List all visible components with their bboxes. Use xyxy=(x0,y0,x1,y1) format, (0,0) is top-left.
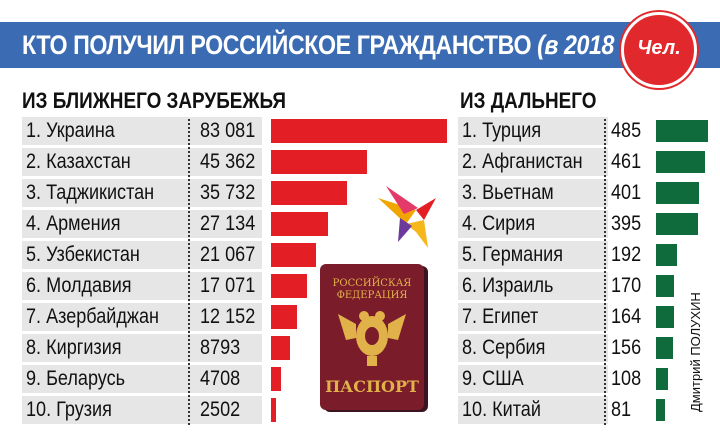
table-row xyxy=(458,303,608,331)
value-label: 12 152 xyxy=(200,305,256,328)
table-row xyxy=(22,210,262,238)
value-label: 45 362 xyxy=(200,150,256,173)
bar xyxy=(271,274,308,298)
country-label: 1. Турция xyxy=(462,119,542,142)
bar xyxy=(656,337,673,359)
table-row xyxy=(458,210,608,238)
value-label: 4708 xyxy=(200,367,241,390)
country-label: 4. Армения xyxy=(26,212,121,235)
table-row xyxy=(458,241,608,269)
bar xyxy=(656,213,699,235)
country-label: 10. Грузия xyxy=(26,398,112,421)
passport-label: ПАСПОРТ xyxy=(325,377,419,396)
value-label: 21 067 xyxy=(200,243,256,266)
value-label: 156 xyxy=(611,336,642,359)
bar xyxy=(271,181,347,205)
passport-line2: ФЕДЕРАЦИЯ xyxy=(337,290,408,301)
page-title: КТО ПОЛУЧИЛ РОССИЙСКОЕ ГРАЖДАНСТВО (в 20… xyxy=(22,30,645,61)
bar xyxy=(656,275,675,297)
country-label: 3. Вьетнам xyxy=(462,181,554,204)
table-row xyxy=(458,365,608,393)
table-row xyxy=(458,272,608,300)
bar xyxy=(656,368,668,390)
passport-line1: РОССИЙСКАЯ xyxy=(333,277,412,289)
country-label: 8. Киргизия xyxy=(26,336,122,359)
table-row xyxy=(458,148,608,176)
country-label: 2. Афганистан xyxy=(462,150,583,173)
country-label: 7. Азербайджан xyxy=(26,305,159,328)
value-label: 164 xyxy=(611,305,642,328)
bird-logo-icon xyxy=(378,186,436,248)
table-row xyxy=(22,179,262,207)
passport-illustration: РОССИЙСКАЯ ФЕДЕРАЦИЯ ПАСПОРТ xyxy=(320,264,428,412)
value-label: 401 xyxy=(611,181,642,204)
value-label: 81 xyxy=(611,398,632,421)
badge-label: Чел. xyxy=(637,37,681,59)
table-row xyxy=(22,117,262,145)
bar xyxy=(271,336,290,360)
table-row xyxy=(22,303,262,331)
bar xyxy=(656,120,708,142)
country-label: 8. Сербия xyxy=(462,336,546,359)
value-label: 83 081 xyxy=(200,119,256,142)
bar xyxy=(656,182,699,204)
table-row xyxy=(22,272,262,300)
value-label: 485 xyxy=(611,119,642,142)
table-row xyxy=(458,396,608,424)
bar xyxy=(656,244,677,266)
far-abroad-title: ИЗ ДАЛЬНЕГО xyxy=(460,88,597,113)
near-abroad-title: ИЗ БЛИЖНЕГО ЗАРУБЕЖЬЯ xyxy=(22,88,286,113)
unit-badge: Чел. xyxy=(621,12,697,88)
table-row xyxy=(22,365,262,393)
country-label: 5. Германия xyxy=(462,243,564,266)
column-separator xyxy=(604,119,606,425)
bar xyxy=(271,367,281,391)
bar xyxy=(656,306,674,328)
country-label: 6. Израиль xyxy=(462,274,554,297)
table-row xyxy=(22,396,262,424)
table-row xyxy=(22,334,262,362)
table-row xyxy=(458,334,608,362)
table-row xyxy=(458,117,608,145)
country-label: 10. Китай xyxy=(462,398,541,421)
table-row xyxy=(458,179,608,207)
column-separator xyxy=(188,119,190,425)
value-label: 108 xyxy=(611,367,642,390)
bar xyxy=(271,212,329,236)
value-label: 170 xyxy=(611,274,642,297)
bar xyxy=(271,119,447,143)
country-label: 7. Египет xyxy=(462,305,539,328)
bar xyxy=(271,398,277,422)
value-label: 27 134 xyxy=(200,212,256,235)
value-label: 461 xyxy=(611,150,642,173)
country-label: 5. Узбекистан xyxy=(26,243,140,266)
author-credit: Дмитрий ПОЛУХИН xyxy=(688,292,703,412)
country-label: 6. Молдавия xyxy=(26,274,132,297)
title-main: КТО ПОЛУЧИЛ РОССИЙСКОЕ ГРАЖДАНСТВО xyxy=(22,30,532,60)
value-label: 395 xyxy=(611,212,642,235)
bar xyxy=(271,243,316,267)
table-row xyxy=(22,241,262,269)
value-label: 192 xyxy=(611,243,642,266)
value-label: 2502 xyxy=(200,398,241,421)
country-label: 3. Таджикистан xyxy=(26,181,155,204)
value-label: 17 071 xyxy=(200,274,256,297)
bar xyxy=(271,150,368,174)
header-bar: КТО ПОЛУЧИЛ РОССИЙСКОЕ ГРАЖДАНСТВО (в 20… xyxy=(0,22,720,68)
country-label: 2. Казахстан xyxy=(26,150,131,173)
country-label: 4. Сирия xyxy=(462,212,536,235)
value-label: 8793 xyxy=(200,336,241,359)
value-label: 35 732 xyxy=(200,181,256,204)
country-label: 9. Беларусь xyxy=(26,367,126,390)
bar xyxy=(656,399,665,421)
table-row xyxy=(22,148,262,176)
bar xyxy=(656,151,706,173)
country-label: 1. Украина xyxy=(26,119,115,142)
country-label: 9. США xyxy=(462,367,524,390)
bar xyxy=(271,305,297,329)
